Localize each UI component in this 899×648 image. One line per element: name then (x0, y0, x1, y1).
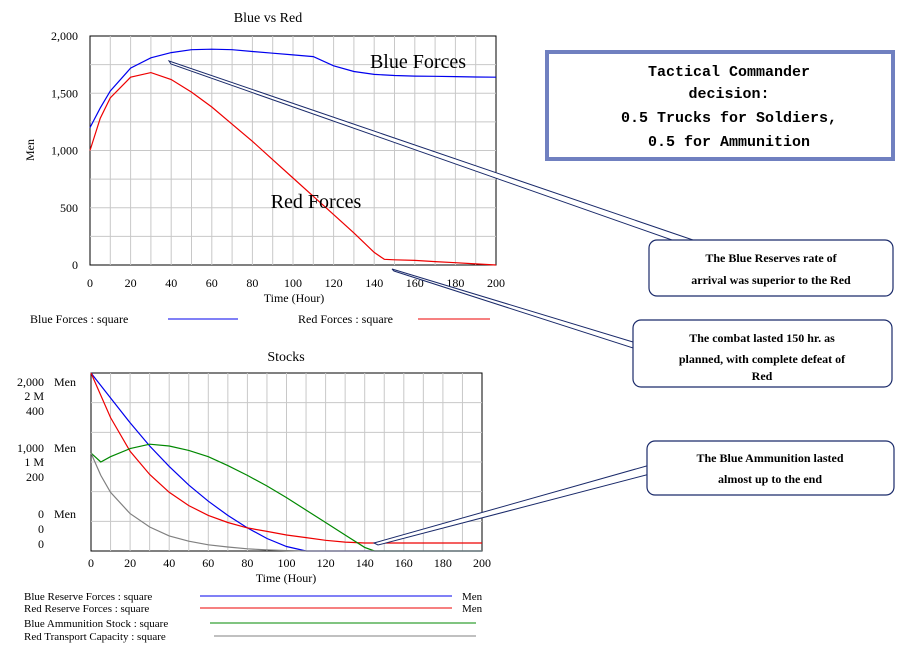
y-tick-label: 2 M (24, 389, 44, 403)
y-tick-label: 1,000 (17, 441, 44, 455)
x-tick-label: 20 (125, 276, 137, 290)
decision-box: Tactical Commander decision: 0.5 Trucks … (545, 50, 895, 161)
x-tick-label: 40 (163, 556, 175, 570)
x-tick-label: 180 (434, 556, 452, 570)
callout-line: The Blue Ammunition lasted (696, 451, 843, 465)
chart1-y-label: Men (23, 139, 37, 161)
chart2-x-ticks: 0 20 40 60 80 100 120 140 160 180 200 (88, 556, 491, 570)
callout-combat-lasted: The combat lasted 150 hr. as planned, wi… (391, 268, 893, 388)
chart1-legend-red-label: Red Forces : square (298, 312, 393, 326)
chart1-x-ticks: 0 20 40 60 80 100 120 140 160 180 200 (87, 276, 505, 290)
y-tick-label: 1 M (24, 455, 44, 469)
y-tick-label: 0 (38, 507, 44, 521)
chart-blue-vs-red: Blue vs Red 2,000 1,500 1,000 500 0 0 20 40 60 8… (23, 11, 505, 326)
chart2-series (90, 372, 482, 552)
legend-red-reserve-unit: Men (462, 603, 483, 615)
x-tick-label: 80 (241, 556, 253, 570)
y-unit-label: Men (54, 441, 76, 455)
y-tick-label: 0 (38, 522, 44, 536)
series-line-blue-forces-square (89, 48, 497, 128)
decision-line-3: 0.5 Trucks for Soldiers, (621, 110, 837, 127)
chart1-legend-blue-label: Blue Forces : square (30, 312, 128, 326)
y-tick-label: 500 (60, 201, 78, 215)
decision-line-2: decision: (688, 86, 769, 103)
chart2-x-label: Time (Hour) (256, 571, 317, 585)
x-tick-label: 0 (88, 556, 94, 570)
series-line-blue-ammunition-stock-square (90, 443, 482, 552)
callout-pointer (391, 268, 634, 349)
chart1-title: Blue vs Red (234, 11, 302, 26)
callout-line: almost up to the end (718, 472, 822, 486)
y-tick-label: 2,000 (17, 375, 44, 389)
callout-line: planned, with complete defeat of (679, 352, 846, 366)
series-line-blue-reserve-forces-square (90, 372, 482, 552)
decision-line-1: Tactical Commander (648, 64, 810, 81)
x-tick-label: 120 (325, 276, 343, 290)
legend-blue-reserve-label: Blue Reserve Forces : square (24, 591, 152, 603)
series-line-red-transport-capacity-square (90, 452, 482, 552)
callout-box (648, 239, 894, 297)
callout-blue-reserves: The Blue Reserves rate of arrival was su… (167, 60, 894, 297)
x-tick-label: 20 (124, 556, 136, 570)
x-tick-label: 80 (246, 276, 258, 290)
chart2-legend: Blue Reserve Forces : square Men Red Res… (24, 591, 483, 643)
y-tick-label: 1,500 (51, 86, 78, 100)
x-tick-label: 60 (202, 556, 214, 570)
x-tick-label: 100 (278, 556, 296, 570)
callout-line: arrival was superior to the Red (691, 273, 851, 287)
callout-box (646, 440, 895, 496)
callout-box (632, 319, 893, 388)
decision-line-4: 0.5 for Ammunition (648, 134, 810, 151)
series-label-blue-forces: Blue Forces (370, 51, 466, 73)
x-tick-label: 140 (365, 276, 383, 290)
series-label-red-forces: Red Forces (271, 191, 362, 213)
legend-blue-ammo-label: Blue Ammunition Stock : square (24, 618, 168, 630)
y-tick-label: 0 (72, 258, 78, 272)
x-tick-label: 100 (284, 276, 302, 290)
legend-red-reserve-label: Red Reserve Forces : square (24, 603, 149, 615)
x-tick-label: 200 (473, 556, 491, 570)
y-tick-label: 0 (38, 537, 44, 551)
chart2-grid (91, 373, 482, 551)
callout-blue-ammunition: The Blue Ammunition lasted almost up to … (372, 440, 895, 546)
x-tick-label: 160 (395, 556, 413, 570)
legend-red-transport-label: Red Transport Capacity : square (24, 631, 166, 643)
callout-line: The combat lasted 150 hr. as (689, 331, 835, 345)
x-tick-label: 140 (356, 556, 374, 570)
y-tick-label: 1,000 (51, 144, 78, 158)
y-unit-label: Men (54, 375, 76, 389)
callout-line: Red (752, 369, 773, 383)
x-tick-label: 0 (87, 276, 93, 290)
chart2-title: Stocks (267, 350, 304, 365)
chart2-y-ticks: 2,000 2 M 400 Men 1,000 1 M 200 Men 0 0 … (17, 375, 76, 551)
chart1-x-label: Time (Hour) (264, 291, 325, 305)
chart1-y-ticks: 2,000 1,500 1,000 500 0 (51, 29, 78, 272)
x-tick-label: 40 (165, 276, 177, 290)
callout-line: The Blue Reserves rate of (705, 251, 837, 265)
chart-stocks: Stocks 2,000 2 M 400 Men 1,000 1 M 200 M… (17, 350, 491, 643)
series-line-red-reserve-forces-square (90, 372, 482, 544)
series-line-red-forces-square (89, 71, 497, 266)
y-tick-label: 400 (26, 404, 44, 418)
chart1-series (89, 48, 497, 266)
x-tick-label: 60 (206, 276, 218, 290)
y-tick-label: 200 (26, 470, 44, 484)
legend-blue-reserve-unit: Men (462, 591, 483, 603)
y-unit-label: Men (54, 507, 76, 521)
x-tick-label: 200 (487, 276, 505, 290)
y-tick-label: 2,000 (51, 29, 78, 43)
x-tick-label: 120 (317, 556, 335, 570)
